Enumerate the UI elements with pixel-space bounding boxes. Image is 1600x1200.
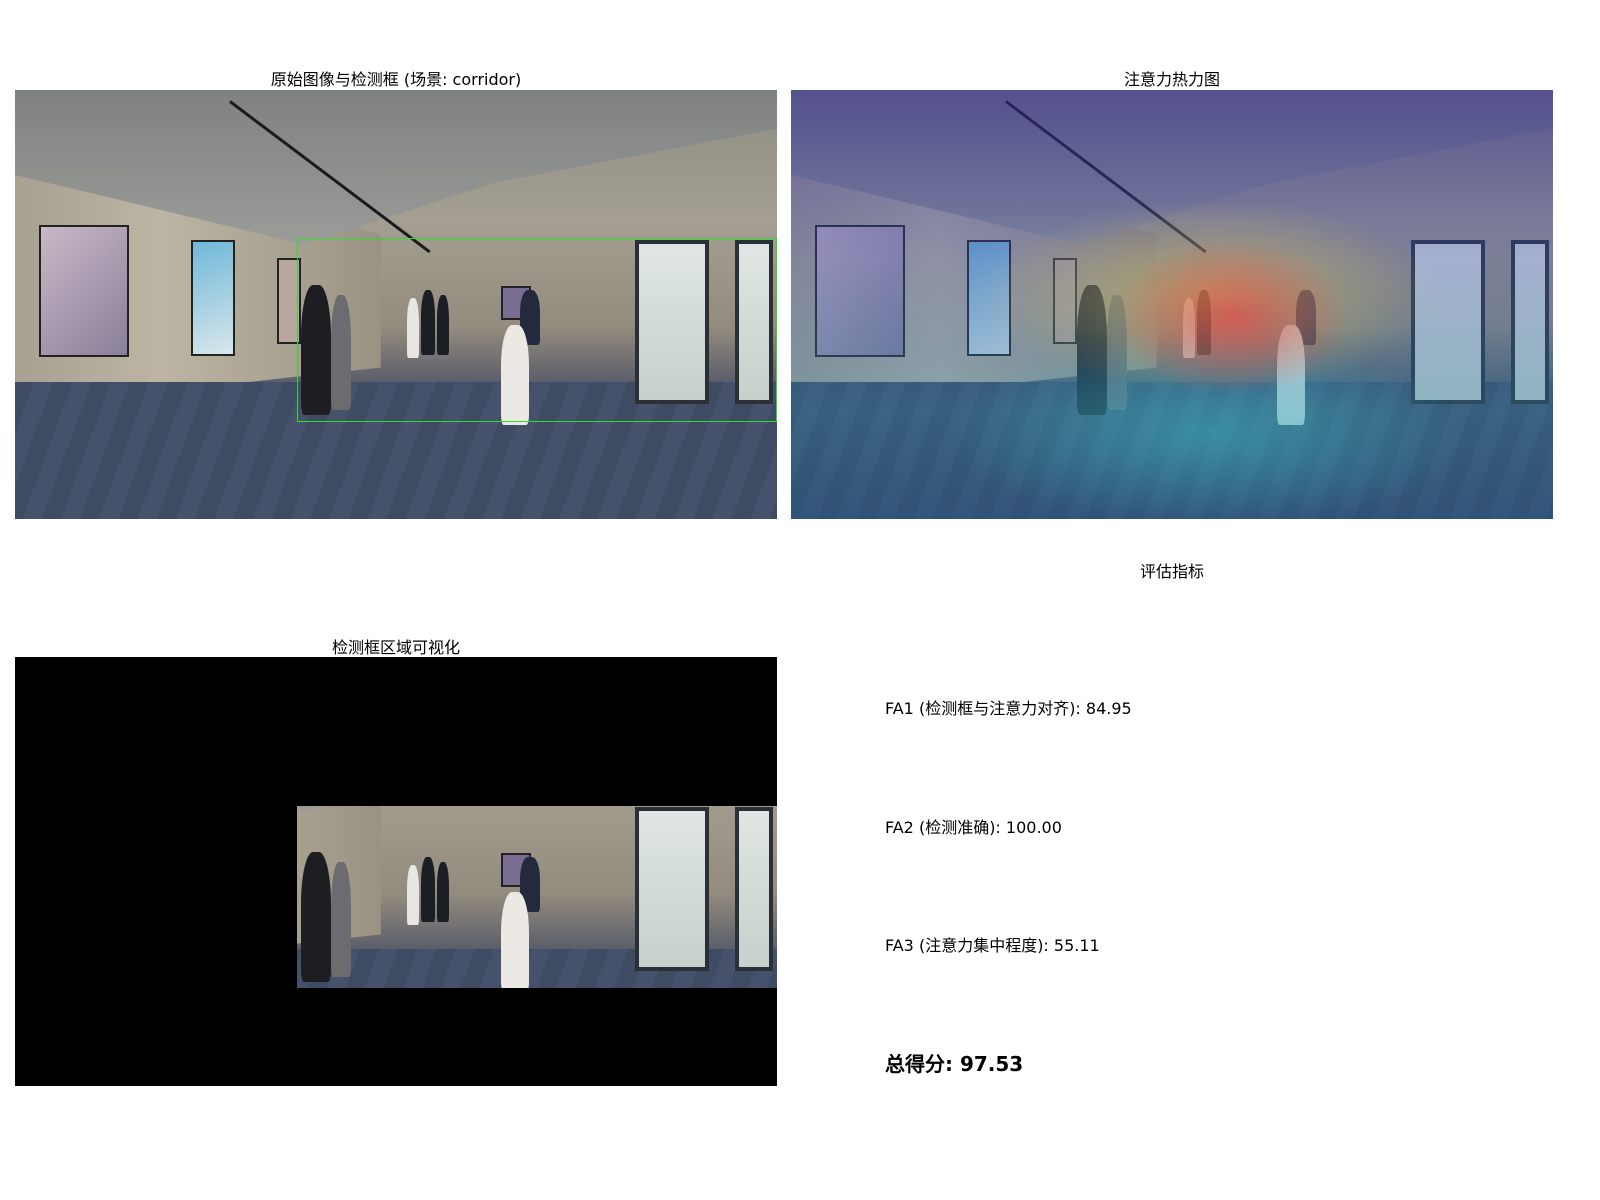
- detection-box: [297, 238, 777, 422]
- metric-fa2: FA2 (检测准确): 100.00: [885, 818, 1062, 837]
- crop-content: [297, 806, 777, 988]
- visitor: [331, 862, 351, 977]
- gallery-window: [735, 807, 773, 971]
- visitor: [407, 865, 419, 925]
- heatmap-overlay: [791, 90, 1553, 519]
- heatmap-panel-title: 注意力热力图: [1123, 70, 1220, 89]
- cropped-region-image: [15, 657, 777, 1086]
- painting: [39, 225, 129, 357]
- visitor: [407, 298, 419, 358]
- gallery-window: [635, 807, 709, 971]
- visitor: [331, 295, 351, 410]
- original-panel-title: 原始图像与检测框 (场景: corridor): [270, 70, 522, 89]
- visitor: [437, 862, 449, 922]
- visitor: [421, 290, 435, 355]
- gallery-floor: [15, 381, 777, 519]
- visitor: [421, 857, 435, 922]
- metrics-panel-title: 评估指标: [1139, 562, 1204, 581]
- painting: [191, 240, 235, 356]
- detection-crop: [297, 806, 777, 988]
- visitor: [437, 295, 449, 355]
- visitor: [301, 852, 331, 982]
- visitor: [501, 892, 529, 988]
- gallery-window: [635, 240, 709, 404]
- metric-fa3: FA3 (注意力集中程度): 55.11: [885, 936, 1100, 955]
- visitor: [301, 285, 331, 415]
- original-image: [15, 90, 777, 519]
- cropped-panel-title: 检测框区域可视化: [331, 638, 460, 657]
- gallery-window: [735, 240, 773, 404]
- visitor: [520, 290, 540, 345]
- visitor: [520, 857, 540, 912]
- attention-heatmap: [791, 90, 1553, 519]
- visitor: [501, 325, 529, 425]
- metric-total-score: 总得分: 97.53: [885, 1052, 1024, 1076]
- metric-fa1: FA1 (检测框与注意力对齐): 84.95: [885, 699, 1132, 718]
